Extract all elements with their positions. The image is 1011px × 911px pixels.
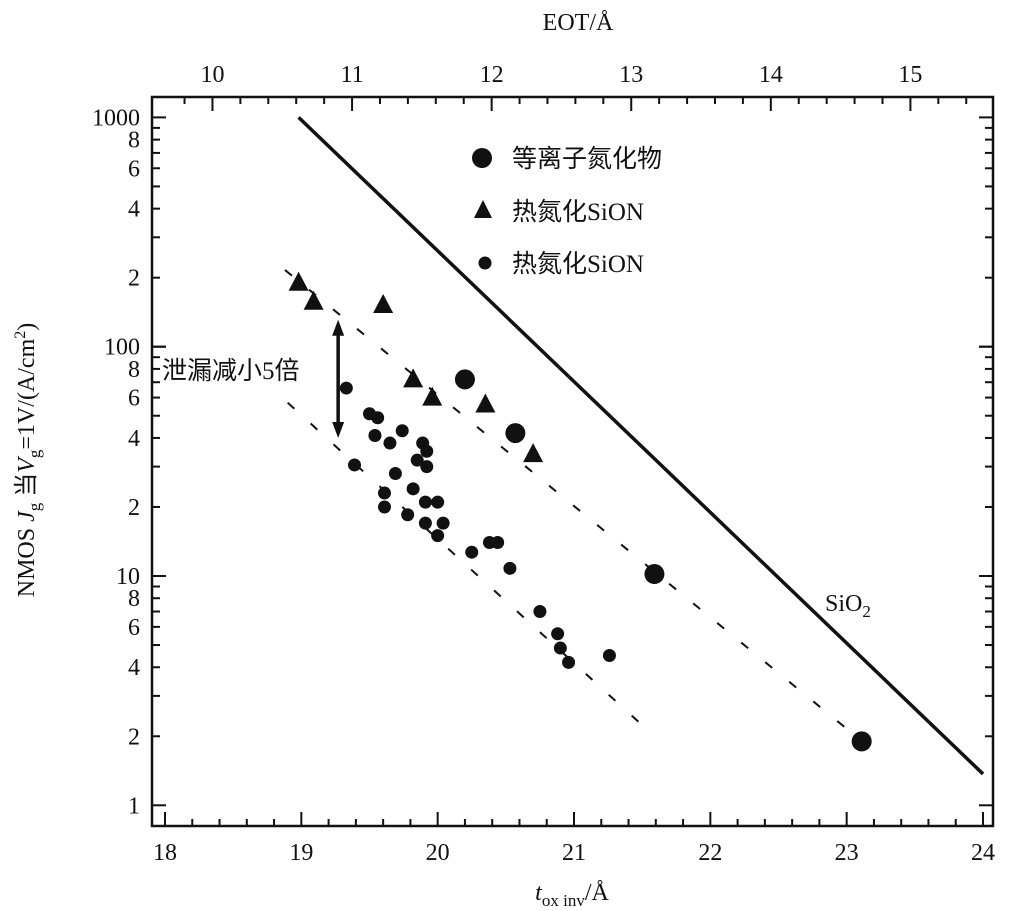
top-x-tick-label: 14: [759, 62, 783, 88]
legend-label: 热氮化SiON: [512, 198, 644, 226]
data-point-triangle: [373, 294, 394, 314]
y-tick-label: 4: [128, 655, 140, 681]
data-point-triangle: [422, 386, 443, 406]
data-point-small-circle: [602, 649, 616, 663]
y-tick-label: 8: [128, 128, 140, 154]
data-points: [288, 271, 872, 752]
data-point-small-circle: [491, 535, 505, 549]
y-tick-label: 2: [128, 266, 140, 292]
y-tick-label: 10: [116, 564, 140, 590]
data-point-small-circle: [377, 486, 391, 500]
y-tick-label: 4: [128, 426, 140, 452]
y-tick-label: 8: [128, 586, 140, 612]
x-tick-label: 23: [835, 840, 859, 866]
SiO2-line: [297, 116, 985, 776]
data-point-small-circle: [371, 411, 385, 425]
data-point-small-circle: [418, 516, 432, 530]
leakage-reduction-arrow: [332, 319, 345, 438]
top-x-tick-label: 10: [200, 62, 224, 88]
lower-fit-line: [287, 401, 656, 738]
y-tick-label: 6: [128, 386, 140, 412]
data-point-triangle: [303, 290, 324, 310]
annotation-sio2: SiO2: [825, 591, 871, 621]
data-point-small-circle: [410, 453, 424, 467]
y-tick-label: 8: [128, 357, 140, 383]
upper-fit-line: [284, 269, 861, 741]
data-point-large-circle: [454, 369, 475, 390]
data-point-small-circle: [503, 561, 517, 575]
top-axis-label: EOT/Å: [543, 10, 614, 36]
data-point-small-circle: [406, 482, 420, 496]
legend-label: 等离子氮化物: [512, 145, 662, 173]
y-tick-label: 2: [128, 495, 140, 521]
data-point-triangle: [523, 443, 544, 463]
data-point-large-circle: [505, 423, 526, 444]
data-point-small-circle: [431, 495, 445, 509]
data-point-small-circle: [431, 529, 445, 543]
x-axis-label: tox inv/Å: [535, 880, 609, 910]
legend-marker-triangle: [474, 200, 492, 218]
y-tick-label: 6: [128, 156, 140, 182]
annotation-leakage: 泄漏减小5倍: [162, 357, 300, 385]
y-tick-label: 6: [128, 615, 140, 641]
y-tick-label: 2: [128, 724, 140, 750]
x-tick-label: 21: [562, 840, 586, 866]
data-point-large-circle: [644, 564, 665, 585]
plot-frame: [150, 95, 995, 828]
data-point-small-circle: [465, 545, 479, 559]
y-tick-label: 1: [128, 793, 140, 819]
legend-marker-small-circle: [478, 256, 492, 270]
y-tick-label: 1000: [92, 105, 140, 131]
data-point-small-circle: [420, 444, 434, 458]
data-point-small-circle: [377, 500, 391, 514]
data-point-small-circle: [418, 495, 432, 509]
top-x-tick-label: 15: [898, 62, 922, 88]
x-tick-label: 24: [971, 840, 995, 866]
arrow-head-up: [332, 319, 345, 336]
top-x-tick-label: 12: [480, 62, 504, 88]
data-point-small-circle: [533, 605, 547, 619]
x-tick-label: 22: [698, 840, 722, 866]
legend-marker-large-circle: [472, 148, 492, 168]
data-point-small-circle: [401, 508, 415, 522]
data-point-triangle: [475, 393, 496, 413]
x-tick-label: 18: [153, 840, 177, 866]
data-point-small-circle: [368, 428, 382, 442]
legend: 等离子氮化物 热氮化SiON 热氮化SiON: [472, 145, 662, 278]
top-x-tick-label: 11: [340, 62, 363, 88]
data-point-large-circle: [851, 731, 872, 752]
data-point-small-circle: [551, 627, 565, 641]
top-x-tick-label: 13: [619, 62, 643, 88]
fit-lines: [284, 116, 985, 776]
y-tick-label: 100: [104, 335, 140, 361]
data-point-small-circle: [553, 641, 567, 655]
y-axis-label: NMOS Jg 当Vg=1V/(A/cm2): [12, 323, 44, 598]
data-point-small-circle: [339, 381, 353, 395]
x-tick-label: 19: [289, 840, 313, 866]
data-point-small-circle: [436, 516, 450, 530]
data-point-triangle: [288, 271, 309, 291]
x-tick-label: 20: [426, 840, 450, 866]
data-point-small-circle: [395, 424, 409, 438]
data-point-triangle: [403, 368, 424, 388]
y-tick-label: 4: [128, 197, 140, 223]
data-point-small-circle: [562, 655, 576, 669]
arrow-head-down: [332, 421, 345, 438]
data-point-small-circle: [383, 436, 397, 450]
data-point-small-circle: [388, 466, 402, 480]
data-point-small-circle: [420, 460, 434, 474]
data-point-small-circle: [348, 458, 362, 472]
legend-label: 热氮化SiON: [512, 250, 644, 278]
